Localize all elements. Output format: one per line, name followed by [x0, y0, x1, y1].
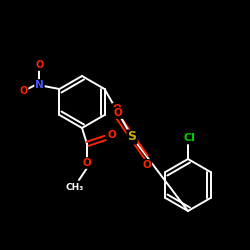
- Text: O: O: [142, 160, 152, 170]
- Text: O: O: [114, 108, 123, 118]
- Text: O: O: [108, 130, 116, 140]
- Text: O: O: [19, 86, 28, 96]
- Text: O: O: [82, 158, 92, 168]
- Text: S: S: [128, 130, 136, 143]
- Text: O: O: [35, 60, 44, 70]
- Text: Cl: Cl: [183, 133, 195, 143]
- Text: O: O: [112, 104, 122, 114]
- Text: N: N: [35, 80, 44, 90]
- Text: CH₃: CH₃: [66, 184, 84, 192]
